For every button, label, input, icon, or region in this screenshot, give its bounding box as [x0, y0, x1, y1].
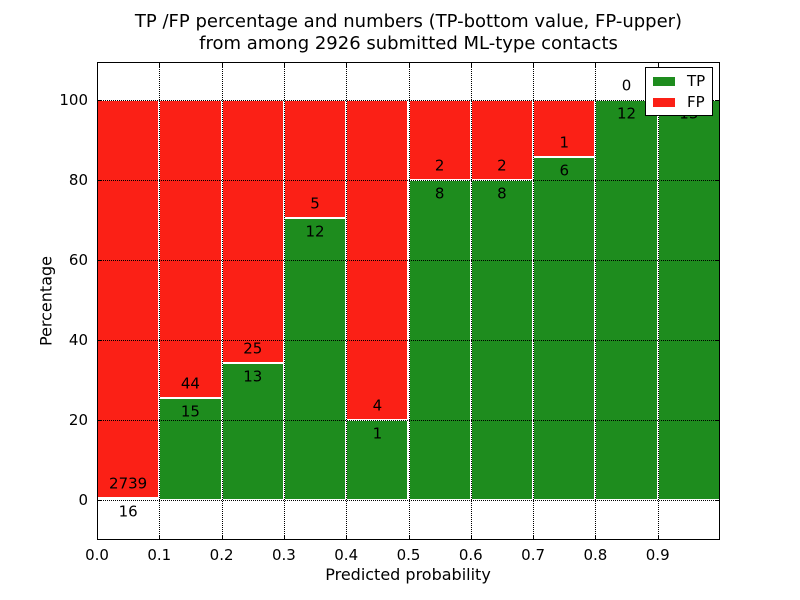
- x-tick-label: 0.1: [147, 546, 172, 564]
- y-tick-label: 100: [59, 91, 88, 109]
- x-tick: [221, 535, 223, 540]
- chart-title: TP /FP percentage and numbers (TP-bottom…: [97, 11, 720, 55]
- x-tick: [595, 62, 597, 67]
- y-tick: [97, 340, 102, 341]
- legend-entry-fp: FP: [653, 94, 705, 110]
- x-tick: [595, 535, 597, 540]
- x-tick: [533, 62, 535, 67]
- y-tick: [715, 500, 720, 501]
- bar-label-tp: 8: [497, 184, 507, 203]
- bar-segment-fp: [97, 100, 160, 498]
- bar-label-tp: 1: [372, 424, 383, 443]
- y-tick: [97, 180, 102, 181]
- x-gridline: [595, 62, 597, 540]
- x-tick: [221, 62, 223, 67]
- y-tick: [97, 420, 102, 421]
- fp-swatch-icon: [653, 97, 675, 107]
- bar-segment-fp: [221, 100, 284, 364]
- x-axis-label: Predicted probability: [325, 565, 491, 584]
- x-gridline: [657, 62, 659, 540]
- x-tick: [408, 62, 410, 67]
- y-tick: [97, 260, 102, 261]
- bar-segment-fp: [408, 100, 471, 180]
- x-tick: [97, 62, 98, 67]
- chart-title-line-1: TP /FP percentage and numbers (TP-bottom…: [134, 11, 683, 32]
- bar-segment-tp: [533, 157, 596, 500]
- x-gridline: [346, 62, 348, 540]
- bar-segment-tp: [657, 100, 720, 500]
- bar-label-fp: 1: [559, 133, 570, 152]
- y-tick-label: 20: [68, 411, 88, 429]
- x-tick-label: 0.0: [85, 546, 109, 564]
- x-tick: [159, 535, 161, 540]
- tp-swatch-icon: [653, 76, 675, 86]
- x-tick: [470, 62, 472, 67]
- bar-label-tp: 16: [118, 502, 138, 521]
- chart-title-line-2: from among 2926 submitted ML-type contac…: [199, 33, 618, 54]
- bar-segment-fp: [283, 100, 347, 218]
- y-tick: [715, 340, 720, 341]
- y-tick-label: 80: [68, 171, 88, 189]
- y-tick: [715, 420, 720, 421]
- y-tick: [97, 100, 102, 101]
- bar-segment-tp: [159, 398, 222, 500]
- x-tick: [408, 535, 410, 540]
- x-gridline: [408, 62, 410, 540]
- bar-label-tp: 12: [305, 222, 325, 241]
- x-tick-label: 0.7: [521, 546, 546, 564]
- bar-label-tp: 6: [559, 161, 570, 180]
- bar-segment-fp: [159, 100, 222, 399]
- x-tick: [470, 535, 472, 540]
- bar-segment-tp: [595, 100, 658, 500]
- legend: TP FP: [645, 67, 714, 116]
- bar-label-tp: 13: [243, 367, 263, 386]
- x-tick: [533, 535, 535, 540]
- legend-label: FP: [687, 93, 705, 111]
- x-tick-label: 0.3: [271, 546, 296, 564]
- x-gridline: [159, 62, 161, 540]
- bar-label-fp: 5: [310, 194, 320, 213]
- bar-label-tp: 12: [617, 104, 637, 123]
- x-tick: [346, 62, 348, 67]
- bar-label-tp: 15: [180, 402, 200, 421]
- y-tick: [715, 260, 720, 261]
- x-tick: [159, 62, 161, 67]
- x-gridline: [470, 62, 472, 540]
- plot-area: 2739164415251351241282816012013TPFP: [97, 62, 720, 540]
- x-gridline: [533, 62, 535, 540]
- bar-label-fp: 2: [434, 156, 445, 175]
- y-tick-label: 60: [68, 251, 88, 269]
- bar-label-tp: 8: [434, 184, 445, 203]
- x-tick: [283, 535, 285, 540]
- x-tick-label: 0.4: [334, 546, 359, 564]
- bar-label-fp: 44: [180, 374, 200, 393]
- x-tick: [283, 62, 285, 67]
- y-tick: [715, 100, 720, 101]
- bar-label-fp: 4: [372, 396, 383, 415]
- y-tick: [715, 180, 720, 181]
- y-tick-label: 0: [78, 491, 88, 509]
- bar-label-fp: 2: [497, 156, 507, 175]
- bar-label-fp: 2739: [109, 474, 148, 493]
- x-tick-label: 0.9: [645, 546, 670, 564]
- bar-segment-tp: [283, 217, 347, 500]
- x-tick-label: 0.2: [209, 546, 234, 564]
- x-gridline: [283, 62, 285, 540]
- x-tick: [346, 535, 348, 540]
- x-tick-label: 0.6: [458, 546, 483, 564]
- x-tick: [657, 62, 659, 67]
- legend-entry-tp: TP: [653, 73, 705, 89]
- legend-label: TP: [687, 72, 706, 90]
- x-tick: [97, 535, 98, 540]
- y-tick-label: 40: [68, 331, 88, 349]
- x-tick-label: 0.5: [396, 546, 421, 564]
- bar-label-fp: 25: [243, 339, 263, 358]
- bar-label-fp: 0: [621, 76, 632, 95]
- x-tick-label: 0.8: [583, 546, 608, 564]
- x-tick: [657, 535, 659, 540]
- x-gridline: [221, 62, 223, 540]
- bar-segment-fp: [533, 100, 596, 158]
- y-tick: [97, 500, 102, 501]
